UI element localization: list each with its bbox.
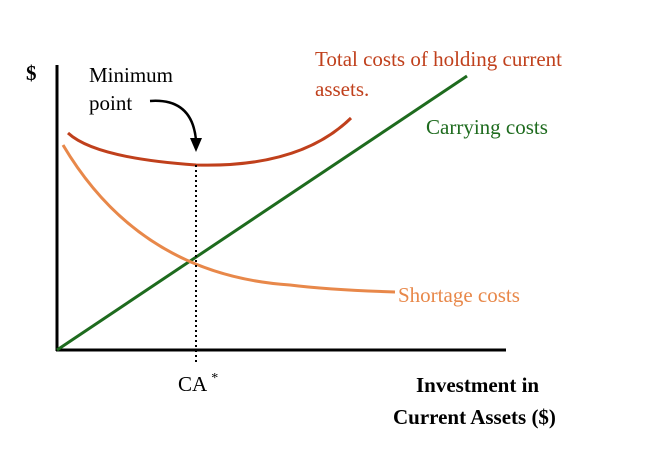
carrying-costs-line — [56, 74, 468, 352]
y-axis-label: $ — [26, 61, 37, 85]
x-axis-label-line2: Current Assets ($) — [393, 405, 556, 429]
shortage-costs-label: Shortage costs — [398, 283, 520, 307]
shortage-costs-curve — [61, 144, 396, 294]
carrying-costs-label: Carrying costs — [426, 115, 548, 139]
minimum-label-line2: point — [89, 91, 132, 115]
minimum-arrow — [149, 99, 198, 141]
total-costs-curve — [66, 116, 353, 167]
total-costs-label-line2: assets. — [315, 77, 369, 101]
minimum-label-line1: Minimum — [89, 63, 173, 87]
x-tick-label: CA * — [178, 371, 218, 396]
minimum-arrowhead — [190, 138, 202, 152]
total-costs-label-line1: Total costs of holding current — [315, 47, 562, 71]
x-tick-label-main: CA — [178, 372, 208, 396]
x-axis-label-line1: Investment in — [416, 373, 539, 397]
x-tick-label-superscript: * — [211, 371, 218, 386]
